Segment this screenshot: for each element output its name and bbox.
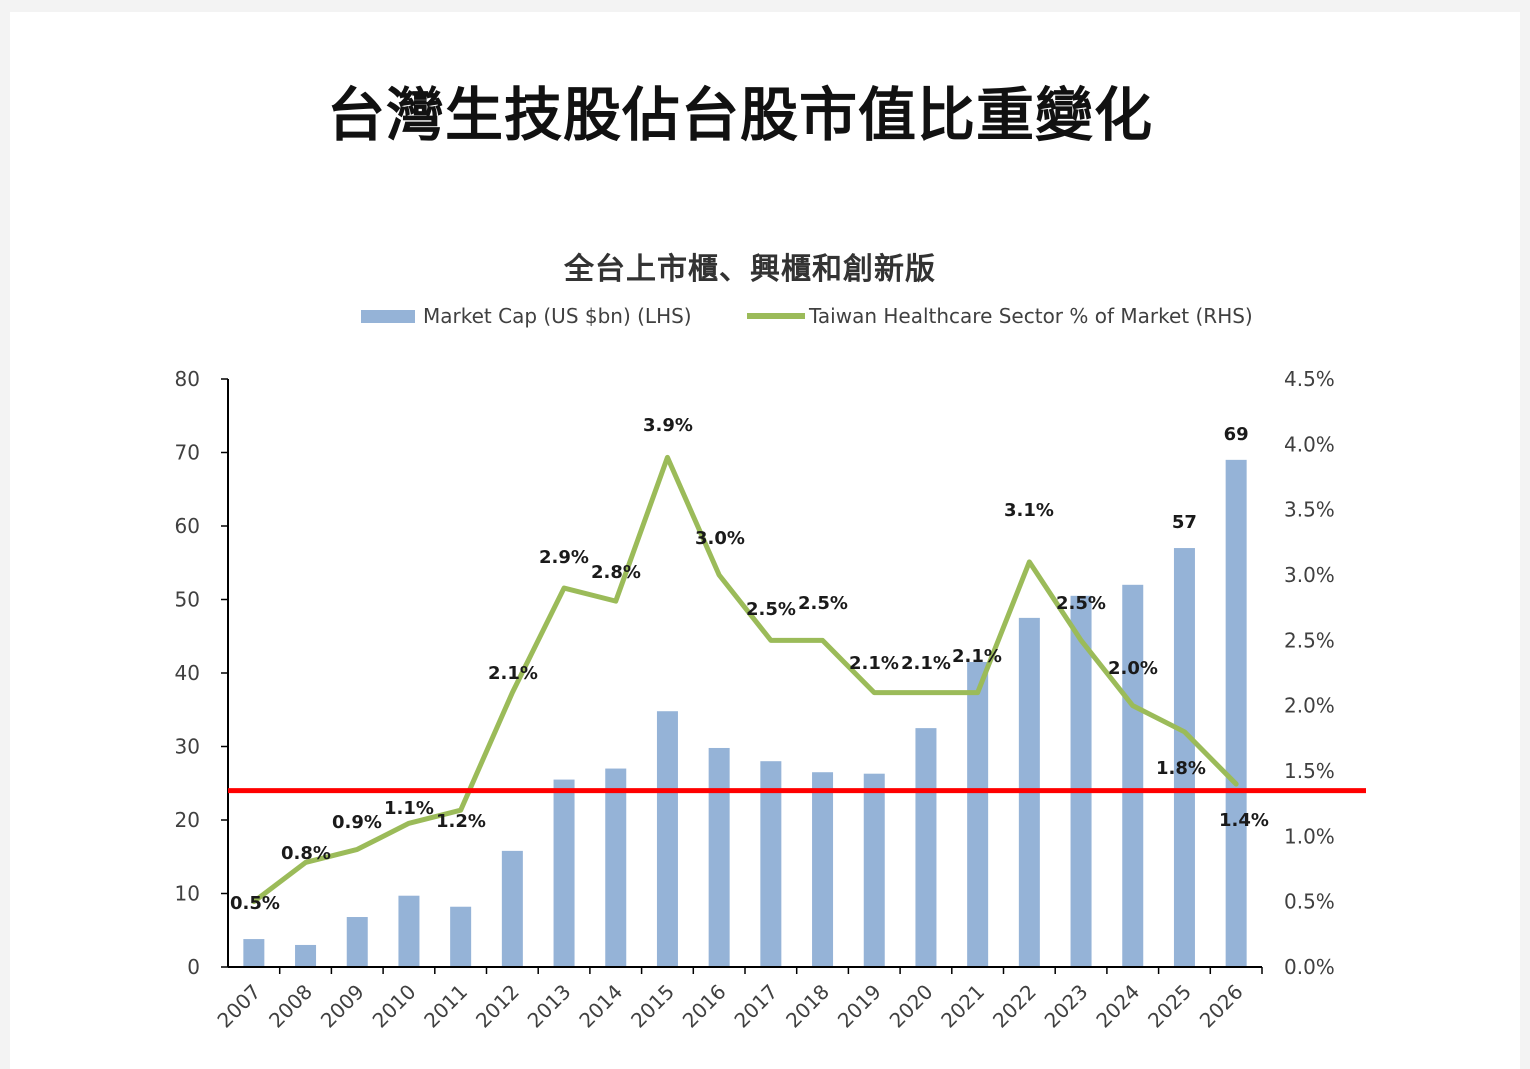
bar-2016 [708, 747, 730, 967]
right-tick-label: 0.5% [1284, 890, 1335, 914]
line-data-label: 1.8% [1156, 758, 1206, 779]
x-tick-label: 2011 [419, 980, 472, 1033]
bar-2018 [812, 772, 834, 967]
line-data-label: 1.2% [436, 811, 486, 832]
legend-item-healthcare-pct: Taiwan Healthcare Sector % of Market (RH… [747, 304, 1253, 328]
bar-2009 [346, 917, 368, 967]
left-tick-label: 80 [175, 367, 200, 391]
bar-2011 [450, 906, 472, 967]
x-tick-label: 2014 [574, 980, 627, 1033]
bar-data-label: 57 [1172, 512, 1197, 533]
x-tick-label: 2022 [988, 980, 1041, 1033]
x-tick-label: 2010 [368, 980, 421, 1033]
line-data-label: 3.9% [643, 415, 693, 436]
bar-2015 [656, 711, 678, 967]
x-tick-label: 2008 [264, 980, 317, 1033]
line-data-label: 2.1% [849, 653, 899, 674]
legend-swatch-line [747, 313, 805, 319]
x-tick-label: 2020 [885, 980, 938, 1033]
bar-2020 [915, 728, 937, 967]
line-data-label: 2.9% [539, 547, 589, 568]
chart-title: 全台上市櫃、興櫃和創新版 [564, 252, 936, 287]
line-data-label: 2.1% [901, 653, 951, 674]
line-data-label: 1.1% [384, 798, 434, 819]
right-tick-label: 2.5% [1284, 628, 1335, 652]
left-tick-label: 20 [175, 808, 200, 832]
bar-2023 [1070, 595, 1092, 967]
bar-2008 [295, 944, 317, 967]
right-tick-label: 0.0% [1284, 955, 1335, 979]
line-data-label: 1.4% [1219, 810, 1269, 831]
line-data-label: 2.1% [488, 663, 538, 684]
line-data-label: 3.1% [1004, 500, 1054, 521]
bar-2021 [967, 661, 989, 967]
line-data-label: 0.9% [332, 812, 382, 833]
right-tick-label: 2.0% [1284, 694, 1335, 718]
bar-2017 [760, 761, 782, 967]
x-tick-label: 2026 [1195, 980, 1248, 1033]
bar-2007 [243, 939, 265, 967]
right-tick-label: 1.5% [1284, 759, 1335, 783]
bar-2012 [501, 850, 523, 967]
x-tick-label: 2019 [833, 980, 886, 1033]
line-data-label: 2.8% [591, 562, 641, 583]
bar-data-label: 69 [1224, 424, 1249, 445]
right-tick-label: 4.0% [1284, 432, 1335, 456]
x-tick-label: 2017 [729, 980, 782, 1033]
bar-2010 [398, 895, 420, 967]
left-tick-label: 40 [175, 661, 200, 685]
x-tick-label: 2009 [316, 980, 369, 1033]
x-tick-label: 2012 [471, 980, 524, 1033]
line-data-label: 2.5% [798, 593, 848, 614]
bar-2025 [1173, 548, 1195, 967]
bar-2026 [1225, 459, 1247, 967]
x-tick-label: 2023 [1040, 980, 1093, 1033]
legend-item-market-cap: Market Cap (US $bn) (LHS) [361, 304, 692, 328]
line-data-label: 0.8% [281, 843, 331, 864]
x-tick-label: 2013 [523, 980, 576, 1033]
chart-legend: Market Cap (US $bn) (LHS) Taiwan Healthc… [0, 304, 1510, 334]
line-data-label: 2.0% [1108, 658, 1158, 679]
legend-label-healthcare-pct: Taiwan Healthcare Sector % of Market (RH… [809, 304, 1253, 328]
line-data-label: 0.5% [230, 893, 280, 914]
x-tick-label: 2021 [936, 980, 989, 1033]
left-tick-label: 10 [175, 882, 200, 906]
right-tick-label: 4.5% [1284, 367, 1335, 391]
left-tick-label: 70 [175, 441, 200, 465]
right-tick-label: 1.0% [1284, 824, 1335, 848]
bar-2014 [605, 768, 627, 967]
legend-swatch-bar [361, 309, 415, 323]
line-data-label: 3.0% [695, 528, 745, 549]
line-data-label: 2.5% [746, 599, 796, 620]
x-tick-label: 2018 [781, 980, 834, 1033]
line-data-label: 2.1% [952, 646, 1002, 667]
page-title: 台灣生技股佔台股市值比重變化 [326, 81, 1153, 149]
bar-2013 [553, 779, 575, 967]
left-tick-label: 50 [175, 588, 200, 612]
right-tick-label: 3.0% [1284, 563, 1335, 587]
line-series-healthcare-pct [251, 454, 1239, 905]
left-tick-label: 0 [187, 955, 200, 979]
x-tick-label: 2024 [1091, 980, 1144, 1033]
x-tick-label: 2015 [626, 980, 679, 1033]
left-tick-label: 60 [175, 514, 200, 538]
right-tick-label: 3.5% [1284, 498, 1335, 522]
bar-2024 [1122, 584, 1144, 967]
line-data-label: 2.5% [1056, 593, 1106, 614]
legend-label-market-cap: Market Cap (US $bn) (LHS) [423, 304, 692, 328]
bar-2019 [863, 773, 885, 967]
left-tick-label: 30 [175, 735, 200, 759]
x-tick-label: 2016 [678, 980, 731, 1033]
x-tick-label: 2025 [1143, 980, 1196, 1033]
x-tick-label: 2007 [212, 980, 265, 1033]
